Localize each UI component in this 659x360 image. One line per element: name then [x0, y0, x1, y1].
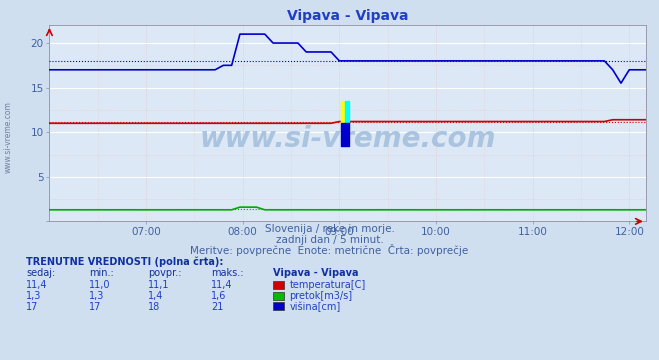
Text: 11,4: 11,4: [26, 280, 48, 290]
Text: www.si-vreme.com: www.si-vreme.com: [200, 125, 496, 153]
Text: 18: 18: [148, 302, 161, 312]
Text: Meritve: povprečne  Enote: metrične  Črta: povprečje: Meritve: povprečne Enote: metrične Črta:…: [190, 244, 469, 256]
Text: Vipava - Vipava: Vipava - Vipava: [273, 269, 359, 279]
Text: 11,4: 11,4: [211, 280, 233, 290]
Text: 21: 21: [211, 302, 223, 312]
Text: sedaj:: sedaj:: [26, 269, 55, 279]
Text: 17: 17: [26, 302, 39, 312]
Text: 11,1: 11,1: [148, 280, 170, 290]
Text: povpr.:: povpr.:: [148, 269, 182, 279]
Text: pretok[m3/s]: pretok[m3/s]: [289, 291, 353, 301]
Text: 1,3: 1,3: [26, 291, 42, 301]
Text: Slovenija / reke in morje.: Slovenija / reke in morje.: [264, 224, 395, 234]
Text: 1,6: 1,6: [211, 291, 226, 301]
Text: TRENUTNE VREDNOSTI (polna črta):: TRENUTNE VREDNOSTI (polna črta):: [26, 256, 224, 267]
Text: maks.:: maks.:: [211, 269, 243, 279]
Text: zadnji dan / 5 minut.: zadnji dan / 5 minut.: [275, 235, 384, 245]
Text: temperatura[C]: temperatura[C]: [289, 280, 366, 290]
Text: www.si-vreme.com: www.si-vreme.com: [3, 101, 13, 173]
Title: Vipava - Vipava: Vipava - Vipava: [287, 9, 409, 23]
Text: min.:: min.:: [89, 269, 114, 279]
Text: višina[cm]: višina[cm]: [289, 301, 341, 312]
Text: 17: 17: [89, 302, 101, 312]
Text: 1,3: 1,3: [89, 291, 104, 301]
Text: 1,4: 1,4: [148, 291, 163, 301]
Text: 11,0: 11,0: [89, 280, 111, 290]
